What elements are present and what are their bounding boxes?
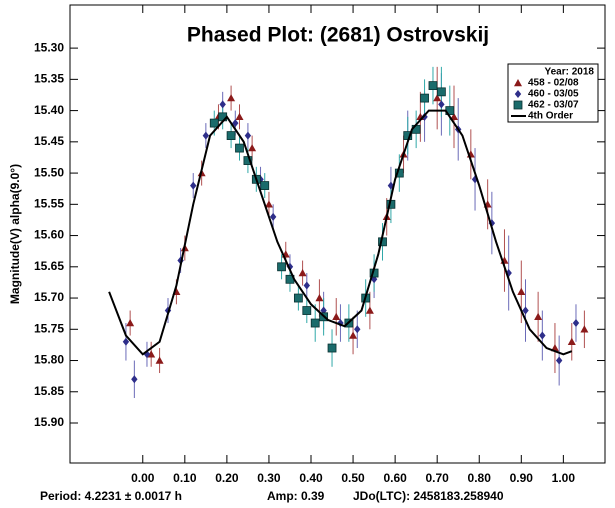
y-tick-label: 15.40 <box>34 103 64 117</box>
y-tick-label: 15.50 <box>34 165 64 179</box>
x-tick-label: 0.90 <box>510 471 534 485</box>
x-tick-label: 0.60 <box>383 471 407 485</box>
data-point <box>227 94 236 102</box>
legend-title: Year: 2018 <box>545 67 595 78</box>
data-point <box>354 325 361 334</box>
data-point <box>365 306 374 314</box>
data-point <box>235 112 244 121</box>
legend-marker <box>513 100 523 110</box>
legend-label: 458 - 02/08 <box>528 78 579 89</box>
fit-curve <box>108 109 573 356</box>
x-tick-label: 0.10 <box>173 471 197 485</box>
data-point <box>315 294 324 302</box>
x-tick-label: 0.00 <box>131 471 155 485</box>
data-point <box>438 100 445 109</box>
footer-epoch: JDo(LTC): 2458183.258940 <box>353 489 504 503</box>
data-point <box>572 319 580 328</box>
data-point <box>298 269 307 277</box>
data-point <box>190 181 197 190</box>
y-tick-label: 15.55 <box>34 196 64 210</box>
data-point <box>232 119 239 128</box>
y-tick-label: 15.65 <box>34 259 64 273</box>
y-tick-label: 15.35 <box>34 72 64 86</box>
data-point <box>155 356 164 364</box>
footer-period: Period: 4.2231 ± 0.0017 h <box>40 489 182 503</box>
data-point <box>522 306 529 315</box>
data-point <box>332 312 341 320</box>
data-point <box>517 287 526 295</box>
data-point <box>539 331 546 340</box>
data-point <box>264 200 273 208</box>
y-tick-label: 15.45 <box>34 134 64 148</box>
data-point <box>303 281 310 290</box>
data-point <box>433 94 442 102</box>
data-point <box>219 100 226 109</box>
plot-frame <box>69 4 606 464</box>
data-point <box>226 131 236 140</box>
data-point <box>260 181 270 190</box>
data-point <box>147 350 156 358</box>
data-point <box>567 337 576 345</box>
data-point <box>428 81 438 91</box>
chart-title: Phased Plot: (2681) Ostrovskij <box>187 24 489 47</box>
data-point <box>235 143 244 153</box>
legend-marker <box>514 90 522 98</box>
data-point <box>209 118 219 128</box>
legend-marker <box>514 79 522 87</box>
data-point <box>302 306 312 315</box>
y-tick-label: 15.30 <box>34 40 64 54</box>
y-tick-label: 15.85 <box>34 384 64 398</box>
legend-label: 462 - 03/07 <box>528 100 579 111</box>
y-axis-label: Magnitude(V) alpha(9.0°) <box>8 164 22 304</box>
data-point <box>248 144 257 152</box>
y-tick-label: 15.70 <box>34 290 64 304</box>
legend-box <box>507 63 599 123</box>
data-point <box>122 337 130 346</box>
x-tick-label: 0.30 <box>257 471 281 485</box>
data-point <box>420 93 429 103</box>
y-tick-label: 15.80 <box>34 353 64 367</box>
footer-amp: Amp: 0.39 <box>267 489 325 503</box>
data-point <box>269 212 277 221</box>
data-point <box>580 325 589 333</box>
x-tick-label: 0.20 <box>215 471 239 485</box>
data-point <box>450 112 459 121</box>
data-point <box>244 131 252 140</box>
x-tick-label: 0.80 <box>468 471 492 485</box>
x-tick-label: 0.70 <box>426 471 450 485</box>
data-point <box>436 87 446 97</box>
data-point <box>349 331 358 339</box>
data-point <box>534 312 543 320</box>
y-tick-label: 15.60 <box>34 228 64 242</box>
data-point <box>126 319 135 327</box>
x-tick-label: 0.40 <box>299 471 323 485</box>
data-point <box>293 293 303 303</box>
data-point <box>277 262 286 272</box>
x-tick-label: 0.50 <box>341 471 365 485</box>
data-point <box>555 356 563 365</box>
y-tick-label: 15.75 <box>34 321 64 335</box>
data-point <box>202 131 210 140</box>
data-point <box>131 375 138 384</box>
legend-label: 4th Order <box>528 111 573 122</box>
legend-label: 460 - 03/05 <box>528 89 579 100</box>
data-point <box>310 318 320 328</box>
x-tick-label: 1.00 <box>552 471 576 485</box>
data-point <box>327 343 337 353</box>
y-tick-label: 15.90 <box>34 415 64 429</box>
